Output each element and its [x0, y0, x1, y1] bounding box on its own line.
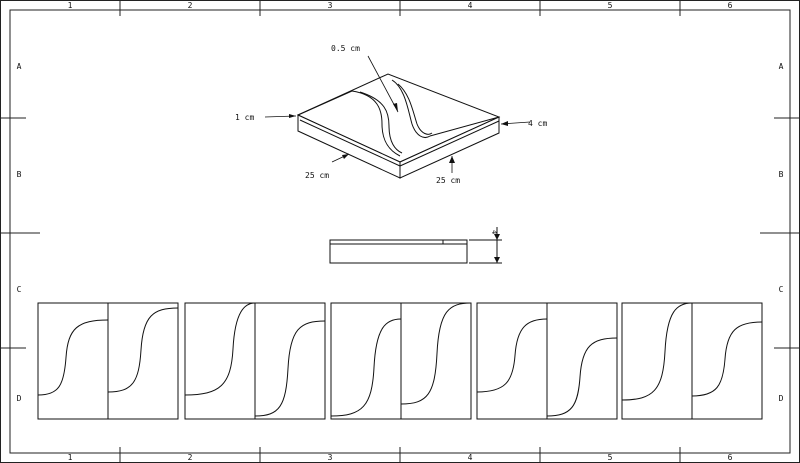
- row-label-right-C: C: [779, 285, 784, 294]
- col-label-bottom-2: 2: [188, 453, 193, 462]
- profile-box-6: [400, 302, 472, 420]
- profile-box-4: [254, 302, 326, 420]
- profile-box-5: [330, 302, 402, 420]
- top-column-labels: 1 2 3 4 5 6: [68, 1, 733, 10]
- bottom-column-labels: 1 2 3 4 5 6: [68, 453, 733, 462]
- top-ticks: [119, 0, 681, 16]
- iso-s-groove-right: [391, 79, 431, 138]
- bottom-ticks: [119, 447, 681, 463]
- profile-curve-8: [546, 337, 618, 417]
- side-view-arrowheads: [494, 234, 500, 263]
- right-row-labels: A B C D: [779, 62, 784, 403]
- callout-base-thickness: 1 cm: [235, 113, 254, 122]
- col-label-top-5: 5: [608, 1, 613, 10]
- col-label-top-4: 4: [468, 1, 473, 10]
- callout-total-height: 4 cm: [528, 119, 547, 128]
- col-label-bottom-5: 5: [608, 453, 613, 462]
- row-label-left-C: C: [17, 285, 22, 294]
- side-view-body: [329, 239, 468, 264]
- col-label-top-1: 1: [68, 1, 73, 10]
- callout-groove-width: 0.5 cm: [331, 44, 360, 53]
- row-label-right-D: D: [779, 394, 784, 403]
- col-label-top-3: 3: [328, 1, 333, 10]
- profile-curve-10: [691, 321, 763, 397]
- row-label-left-D: D: [17, 394, 22, 403]
- col-label-bottom-3: 3: [328, 453, 333, 462]
- side-ticks: [0, 117, 800, 349]
- callout-length-left: 25 cm: [305, 171, 329, 180]
- profile-box-1: [37, 302, 109, 420]
- iso-top-face: [296, 73, 501, 163]
- profile-curve-2: [107, 307, 179, 393]
- col-label-top-6: 6: [728, 1, 733, 10]
- profile-curve-3: [184, 302, 256, 396]
- side-view-dimension: 4: [490, 230, 498, 234]
- callout-length-right: 25 cm: [436, 176, 460, 185]
- profile-box-2: [107, 302, 179, 420]
- col-label-bottom-4: 4: [468, 453, 473, 462]
- iso-arrowheads: [289, 103, 508, 163]
- profile-box-9: [621, 302, 693, 420]
- left-row-labels: A B C D: [17, 62, 22, 403]
- iso-s-wall: [359, 91, 403, 154]
- row-label-left-B: B: [17, 170, 22, 179]
- profile-box-10: [691, 302, 763, 420]
- profile-box-3: [184, 302, 256, 420]
- profile-curve-9: [621, 302, 693, 401]
- profile-curve-1: [37, 319, 109, 396]
- col-label-bottom-6: 6: [728, 453, 733, 462]
- profile-box-7: [476, 302, 548, 420]
- col-label-top-2: 2: [188, 1, 193, 10]
- row-label-left-A: A: [17, 62, 22, 71]
- isometric-view: [296, 73, 501, 179]
- profile-curve-7: [476, 318, 548, 393]
- row-label-right-B: B: [779, 170, 784, 179]
- row-label-right-A: A: [779, 62, 784, 71]
- profile-strip: [37, 302, 763, 420]
- profile-curve-5: [330, 318, 402, 417]
- iso-s-groove-left: [351, 90, 401, 157]
- side-view: [329, 227, 502, 264]
- col-label-bottom-1: 1: [68, 453, 73, 462]
- profile-curve-4: [254, 320, 326, 417]
- profile-curve-6: [400, 302, 472, 405]
